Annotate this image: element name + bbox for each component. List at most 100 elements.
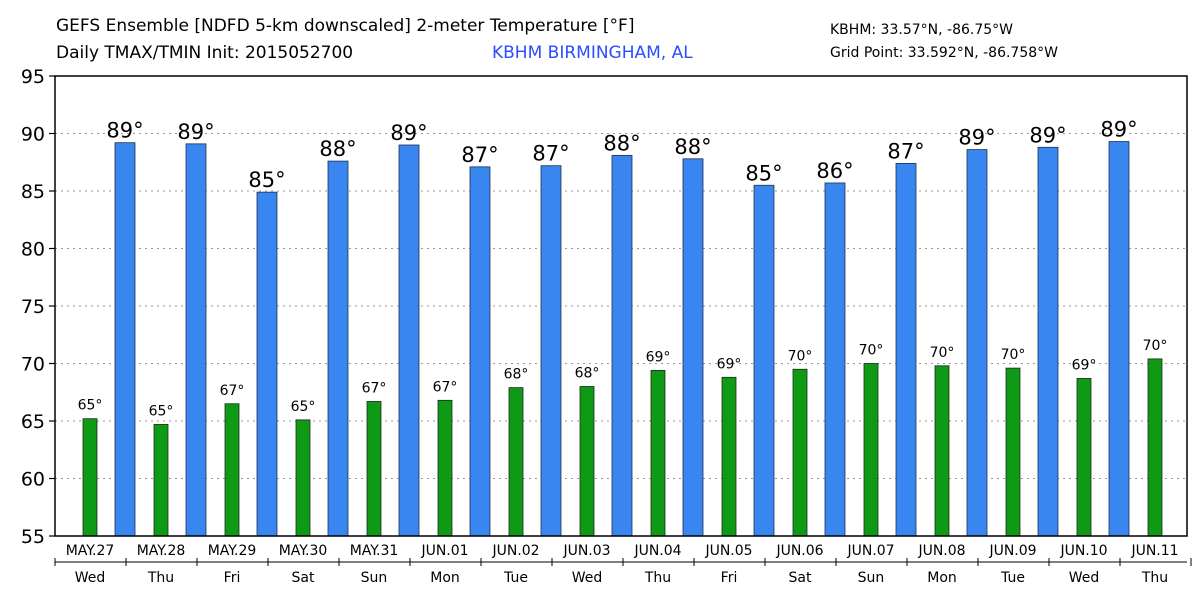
tmax-label: 85° — [248, 168, 285, 192]
y-tick-label: 70 — [21, 354, 45, 376]
y-tick-label: 85 — [21, 181, 45, 203]
x-axis: MAY.27 Wed MAY.28 Thu MAY.29 Fri MAY.30 Sat MAY.… — [54, 543, 1192, 586]
tmax-bar — [327, 160, 349, 537]
x-date-label: JUN.10 — [1059, 543, 1107, 559]
tmax-label: 86° — [816, 159, 853, 183]
x-weekday-label: Thu — [147, 570, 174, 586]
tmin-label: 68° — [504, 367, 529, 383]
x-date-label: MAY.28 — [137, 543, 186, 559]
tmin-label: 70° — [859, 343, 884, 359]
station-name: KBHM BIRMINGHAM, AL — [492, 43, 693, 63]
tmax-bar — [185, 143, 207, 537]
x-date-label: JUN.05 — [704, 543, 752, 559]
x-weekday-label: Sun — [858, 570, 885, 586]
y-axis: 55 60 65 70 75 80 85 90 95 — [21, 66, 55, 548]
tmax-label: 87° — [532, 142, 569, 166]
tmax-label: 88° — [674, 135, 711, 159]
x-weekday-label: Wed — [75, 570, 106, 586]
tmax-bar — [114, 142, 136, 537]
tmax-bar — [398, 144, 420, 537]
x-weekday-label: Fri — [721, 570, 738, 586]
tmax-label: 88° — [603, 131, 640, 155]
x-date-label: MAY.29 — [208, 543, 257, 559]
y-tick-label: 75 — [21, 296, 45, 318]
y-tick-label: 55 — [21, 526, 45, 548]
tmin-bar — [863, 363, 879, 537]
tmin-bar — [508, 387, 524, 537]
tmax-label: 89° — [1100, 118, 1137, 142]
tmin-label: 67° — [433, 379, 458, 395]
tmin-bar — [366, 401, 382, 537]
y-tick-label: 95 — [21, 66, 45, 88]
tmax-bar — [753, 184, 775, 537]
tmax-label: 85° — [745, 161, 782, 185]
tmin-bar — [82, 418, 98, 537]
y-tick-label: 65 — [21, 411, 45, 433]
tmin-bar — [437, 399, 453, 537]
x-date-label: JUN.04 — [633, 543, 681, 559]
x-weekday-label: Thu — [644, 570, 671, 586]
x-date-label: MAY.27 — [66, 543, 115, 559]
tmax-label: 89° — [390, 121, 427, 145]
tmax-bar — [1037, 146, 1059, 537]
x-date-label: JUN.07 — [846, 543, 894, 559]
tmin-bar — [579, 386, 595, 537]
tmin-bar — [792, 368, 808, 537]
tmin-bar — [650, 369, 666, 537]
tmin-label: 70° — [788, 348, 813, 364]
tmax-label: 87° — [461, 143, 498, 167]
y-tick-label: 90 — [21, 124, 45, 146]
x-date-label: JUN.02 — [491, 543, 539, 559]
chart-title: GEFS Ensemble [NDFD 5-km downscaled] 2-m… — [56, 16, 635, 36]
chart-subtitle: Daily TMAX/TMIN Init: 2015052700 — [56, 43, 354, 63]
tmax-label: 88° — [319, 137, 356, 161]
tmin-label: 65° — [291, 399, 316, 415]
tmax-bar — [469, 166, 491, 537]
x-weekday-label: Wed — [572, 570, 603, 586]
tmin-bar — [1076, 378, 1092, 537]
tmax-bar — [540, 165, 562, 537]
data-labels: 65° 65° 67° 65° 67° 67° 68° 68° 69° 69° 70° 70° 70° 7… — [78, 118, 1168, 420]
tmin-label: 70° — [930, 345, 955, 361]
tmin-bar — [153, 424, 169, 537]
x-weekday-label: Mon — [927, 570, 957, 586]
x-date-label: JUN.06 — [775, 543, 823, 559]
tmin-label: 67° — [220, 383, 245, 399]
tmin-label: 69° — [717, 356, 742, 372]
tmin-label: 69° — [646, 349, 671, 365]
tmax-bar — [824, 182, 846, 537]
x-weekday-label: Sun — [361, 570, 388, 586]
x-weekday-label: Wed — [1069, 570, 1100, 586]
tmin-label: 67° — [362, 380, 387, 396]
x-date-label: JUN.03 — [562, 543, 610, 559]
tmin-bar — [1147, 358, 1163, 537]
tmin-label: 69° — [1072, 357, 1097, 373]
x-date-label: MAY.31 — [350, 543, 399, 559]
tmax-bar — [611, 154, 633, 537]
x-date-label: JUN.09 — [988, 543, 1036, 559]
tmax-label: 89° — [177, 120, 214, 144]
x-date-label: MAY.30 — [279, 543, 328, 559]
tmin-bar — [1005, 367, 1021, 537]
station-coordinates: KBHM: 33.57°N, -86.75°W — [830, 22, 1013, 38]
tmax-label: 89° — [1029, 123, 1066, 147]
x-weekday-label: Tue — [1000, 570, 1025, 586]
x-date-label: JUN.08 — [917, 543, 965, 559]
tmax-bar — [1108, 141, 1130, 537]
tmin-label: 70° — [1001, 347, 1026, 363]
bars — [82, 141, 1163, 537]
tmax-bar — [895, 162, 917, 537]
x-weekday-label: Thu — [1141, 570, 1168, 586]
x-date-label: JUN.11 — [1130, 543, 1178, 559]
tmin-bar — [721, 376, 737, 537]
tmax-label: 89° — [106, 119, 143, 143]
tmax-label: 87° — [887, 139, 924, 163]
y-tick-label: 60 — [21, 469, 45, 491]
tmin-label: 70° — [1143, 338, 1168, 354]
tmin-bar — [224, 403, 240, 537]
tmax-label: 89° — [958, 126, 995, 150]
x-weekday-label: Tue — [503, 570, 528, 586]
x-weekday-label: Fri — [224, 570, 241, 586]
tmin-label: 65° — [149, 403, 174, 419]
